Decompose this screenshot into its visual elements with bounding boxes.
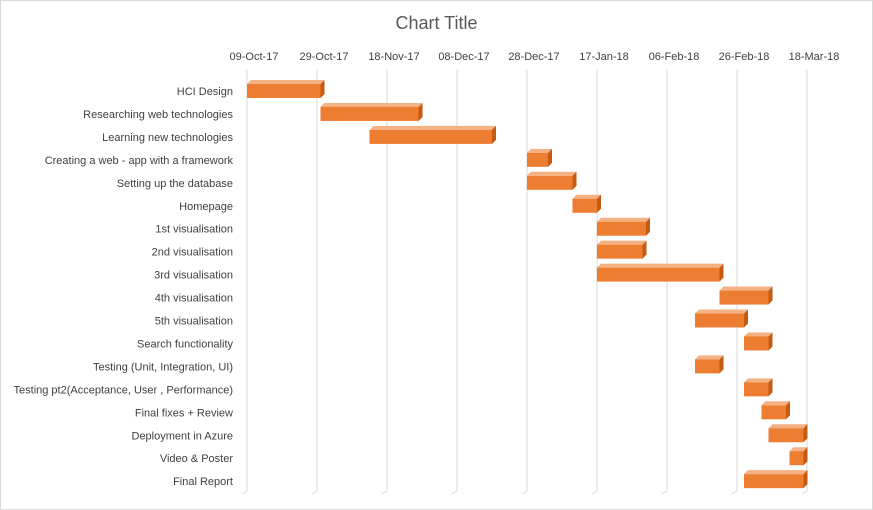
task-bar — [695, 313, 744, 328]
gridline-foot — [591, 490, 598, 495]
bar-side — [768, 378, 773, 397]
bar-side — [744, 309, 748, 328]
chart-title: Chart Title — [395, 13, 478, 33]
bar-top — [761, 401, 790, 406]
task-bar — [744, 336, 769, 351]
category-label: Deployment in Azure — [132, 430, 234, 442]
bar-top — [527, 171, 577, 176]
bar-top — [597, 240, 647, 245]
gridline-foot — [801, 490, 808, 495]
category-label: 5th visualisation — [155, 316, 233, 328]
category-label: 2nd visualisation — [152, 247, 233, 259]
task-bar — [768, 428, 804, 443]
task-bar — [527, 175, 573, 190]
category-label: 1st visualisation — [155, 224, 233, 236]
gridline-foot — [521, 490, 528, 495]
bar-top — [768, 424, 808, 429]
gridline-foot — [661, 490, 668, 495]
bar-side — [646, 217, 650, 236]
task-bar — [761, 405, 786, 420]
task-bar — [597, 267, 720, 282]
category-label: Video & Poster — [160, 453, 234, 465]
x-tick-label: 09-Oct-17 — [230, 51, 279, 63]
bar-side — [803, 447, 808, 466]
bar-side — [768, 286, 773, 305]
task-bar — [719, 290, 769, 305]
x-tick-label: 17-Jan-18 — [579, 51, 629, 63]
bar-top — [695, 355, 724, 360]
bar-top — [572, 194, 601, 199]
bar-side — [572, 171, 577, 190]
category-label: Setting up the database — [117, 178, 233, 190]
task-bar — [789, 451, 804, 466]
bar-side — [320, 80, 325, 98]
gridline-foot — [451, 490, 458, 495]
category-label: 3rd visualisation — [154, 270, 233, 282]
category-label: Creating a web - app with a framework — [45, 155, 234, 167]
task-bar — [597, 244, 643, 259]
task-bar — [695, 359, 720, 374]
x-tick-label: 29-Oct-17 — [300, 51, 349, 63]
task-bar — [369, 129, 492, 144]
task-bar — [527, 152, 548, 167]
bar-side — [597, 194, 601, 213]
task-bar — [744, 382, 769, 397]
x-tick-label: 06-Feb-18 — [649, 51, 700, 63]
category-label: Final Report — [173, 476, 233, 488]
bar-top — [320, 102, 423, 107]
bar-top — [744, 332, 773, 337]
gridline-foot — [241, 490, 248, 495]
task-bar — [320, 106, 419, 121]
gridline-foot — [731, 490, 738, 495]
x-tick-label: 28-Dec-17 — [508, 51, 559, 63]
bar-top — [597, 263, 724, 268]
x-tick-label: 08-Dec-17 — [438, 51, 489, 63]
bar-top — [247, 80, 325, 84]
bar-top — [744, 378, 773, 383]
task-bar — [597, 221, 646, 236]
task-bar — [572, 198, 597, 213]
bar-side — [786, 401, 790, 420]
bar-side — [719, 355, 724, 374]
category-label: 4th visualisation — [155, 293, 233, 305]
category-label: Testing (Unit, Integration, UI) — [93, 361, 233, 373]
task-bar — [744, 474, 804, 489]
bar-side — [768, 332, 773, 351]
bar-top — [744, 470, 808, 475]
category-label: Final fixes + Review — [135, 407, 233, 419]
x-tick-label: 18-Nov-17 — [368, 51, 419, 63]
gridline-foot — [381, 490, 388, 495]
bar-top — [597, 217, 650, 222]
gridline-foot — [311, 490, 318, 495]
bar-top — [695, 309, 748, 314]
bar-top — [719, 286, 773, 291]
category-label: HCI Design — [177, 86, 233, 98]
x-tick-label: 26-Feb-18 — [719, 51, 770, 63]
bar-side — [492, 125, 496, 144]
bar-top — [527, 148, 552, 153]
category-label: Homepage — [179, 201, 233, 213]
category-label: Testing pt2(Acceptance, User , Performan… — [14, 384, 233, 396]
bar-top — [369, 125, 496, 130]
bar-side — [803, 470, 808, 489]
bar-side — [418, 102, 423, 121]
bar-side — [642, 240, 647, 259]
category-label: Learning new technologies — [102, 132, 233, 144]
category-label: Researching web technologies — [83, 109, 233, 121]
category-label: Search functionality — [137, 338, 233, 350]
bar-side — [803, 424, 808, 443]
bar-top — [789, 447, 808, 452]
bar-side — [719, 263, 724, 282]
x-tick-label: 18-Mar-18 — [789, 51, 840, 63]
bar-side — [548, 148, 552, 167]
task-bar — [247, 84, 321, 98]
